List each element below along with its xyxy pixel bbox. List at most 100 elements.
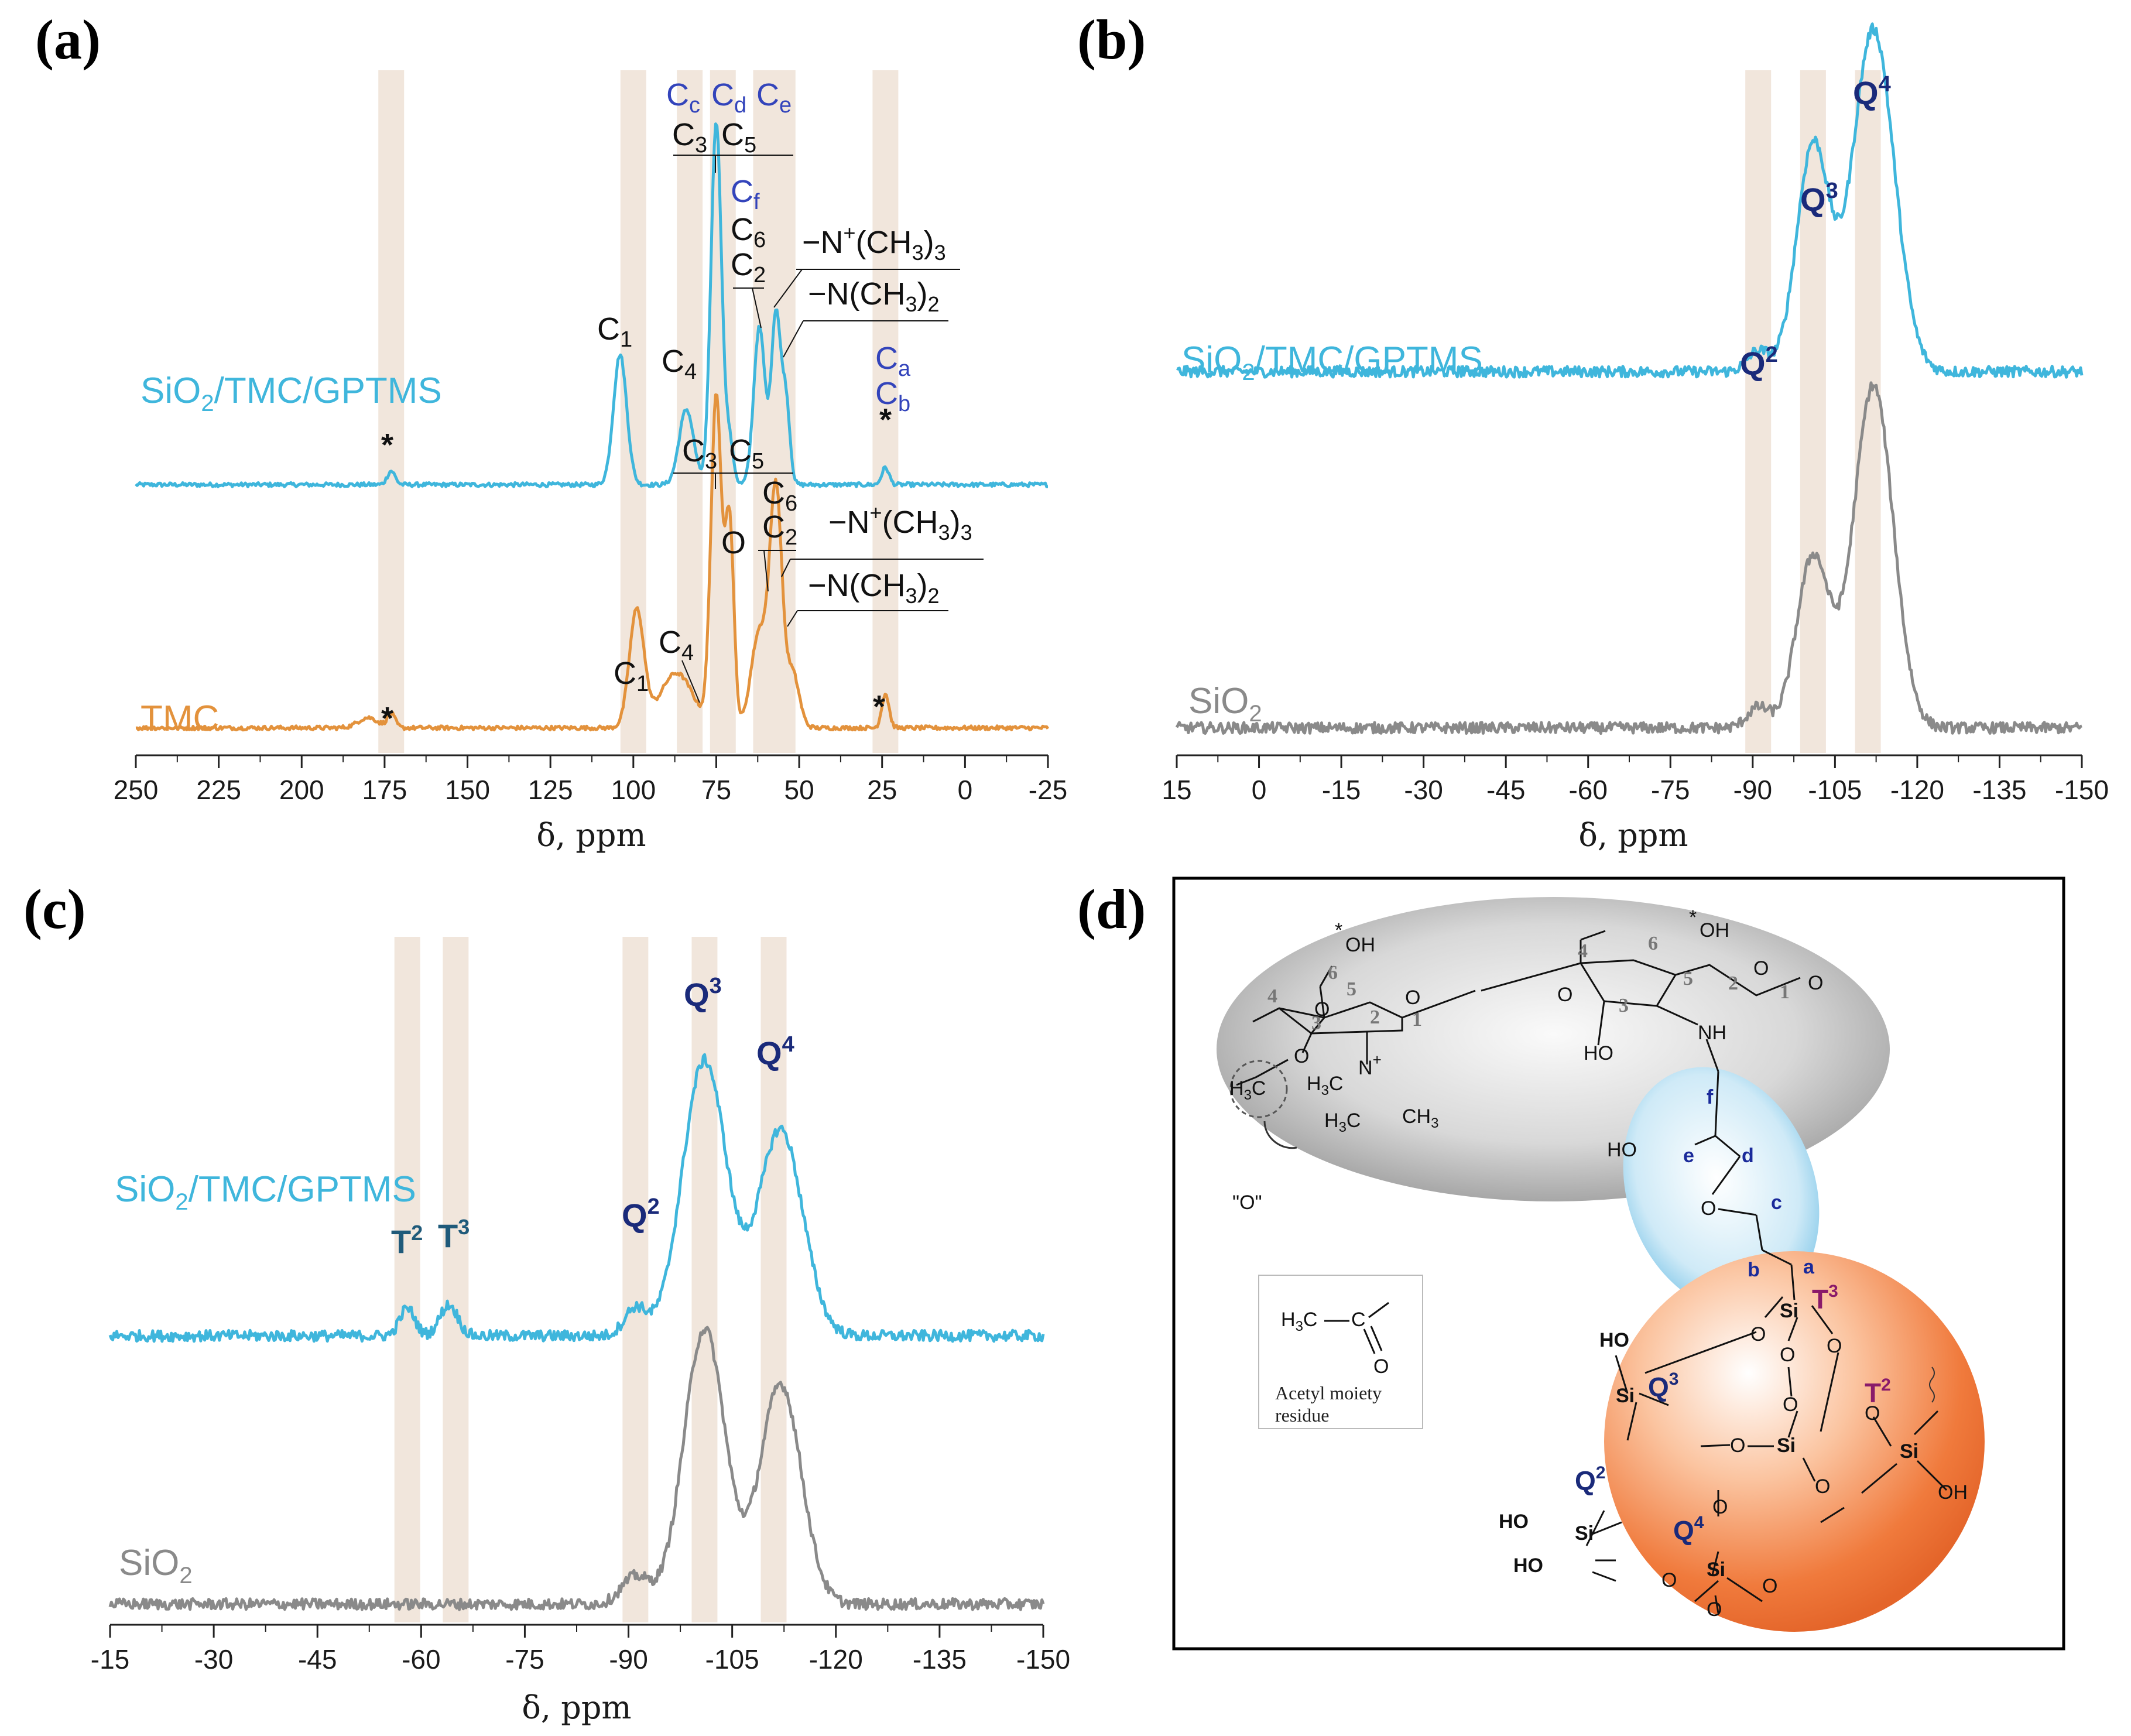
a-tick-label-3: 175 [362,775,407,805]
b-series-0 [1176,22,2084,379]
h3c-n-left: H3C [1307,1073,1343,1098]
si-q2: Si [1575,1522,1594,1545]
panel-a-label: (a) [35,8,101,71]
o-linker: O [1701,1197,1716,1220]
ring1-num-2: 2 [1370,1006,1380,1028]
a-tmc-c4: C4 [659,625,694,665]
a-comp-star-24: * [879,402,892,437]
a-tick-label-9: 25 [867,775,897,805]
o-q4-bottom: O [1707,1598,1722,1621]
o-methoxy: O [1294,1045,1309,1067]
panel-d-label: (d) [1077,878,1146,940]
a-tmc-ntrim: −N+(CH3)3 [828,501,972,545]
o-center-left: O [1730,1434,1745,1457]
a-tick-label-8: 50 [784,775,814,805]
c-ticks: -15 -30 -45 -60 -75 -90 -105 -120 -135 -150 [91,1625,1070,1675]
c-band-1 [443,937,469,1622]
a-tmc-o: O [721,525,746,560]
o-q4-top: O [1712,1496,1728,1518]
b-label-sio2: SiO2 [1188,681,1262,727]
b-tick-label-7: -90 [1733,775,1772,805]
a-tick-label-2: 200 [279,775,324,805]
c-series-1 [108,1326,1045,1611]
o-q4-right: O [1762,1575,1777,1597]
acetyl-caption-1: Acetyl moiety [1275,1382,1382,1403]
c-band-3 [691,937,718,1622]
a-tick-label-7: 75 [701,775,731,805]
ring1-num-1: 1 [1412,1009,1422,1030]
ring2-num-4: 4 [1578,940,1588,962]
b-tick-label-8: -105 [1808,775,1862,805]
a-tmc-c2: C2 [762,509,797,550]
a-tick-label-5: 125 [528,775,573,805]
b-q2-label: Q2 [1740,343,1778,382]
o-arrow [1263,1121,1297,1149]
c-tick-label-8: -135 [913,1644,967,1675]
si-t3: Si [1780,1300,1798,1322]
chain-d: d [1742,1145,1754,1167]
a-bands [378,70,899,753]
c-q2-label: Q2 [622,1194,660,1234]
silica-sphere [1604,1251,1985,1632]
t3-label: T3 [1812,1282,1838,1314]
si-center: Si [1777,1434,1796,1457]
q2-label: Q2 [1575,1463,1605,1496]
o-ring2: O [1753,957,1769,980]
c-tick-label-4: -75 [505,1644,544,1675]
b-series-1 [1175,381,2082,735]
c-lines [108,1053,1045,1611]
a-comp-ntrim: −N+(CH3)3 [802,221,946,265]
t2-label: T2 [1865,1375,1891,1408]
a-tmc-c4-leader [681,660,700,703]
a-band-1 [620,70,646,753]
ring2-num-1: 1 [1780,981,1790,1003]
si-t2: Si [1900,1440,1918,1463]
a-comp-ndim-leader [783,320,804,358]
a-tick-label-4: 150 [445,775,490,805]
a-tick-label-10: 0 [958,775,973,805]
ring2-num-6: 6 [1648,933,1658,954]
b-tick-label-0: 15 [1162,775,1191,805]
si-q4: Si [1707,1559,1725,1581]
c-tick-label-1: -30 [194,1644,233,1675]
b-label-composite: SiO2/TMC/GPTMS [1181,340,1483,385]
chain-a: a [1803,1256,1815,1278]
panel-a: (a) 250 225 200 175 150 125 100 75 50 25 0 -25 δ, p… [35,8,1067,854]
panel-c: (c) -15 -30 -45 -60 -75 -90 -105 -120 -135 -150 δ… [23,878,1070,1726]
c-tick-label-9: -150 [1016,1644,1070,1675]
n-plus: N+ [1358,1051,1382,1079]
panel-c-label: (c) [23,878,86,940]
ring2-num-2: 2 [1728,973,1738,994]
b-xlabel: δ, ppm [1578,817,1688,854]
molecule-bonds [1236,930,1948,1614]
o-t3-b: O [1827,1335,1842,1357]
b-ticks: 15 0 -15 -30 -45 -60 -75 -90 -105 -120 -135 -150 [1162,755,2109,805]
c-xlabel: δ, ppm [522,1689,631,1726]
o-center-bottom: O [1815,1475,1830,1498]
a-tmc-star-24: * [873,689,885,724]
acetyl-caption-2: residue [1275,1405,1329,1426]
a-tick-label-6: 100 [611,775,656,805]
a-comp-c3: C3 [672,117,707,157]
a-band-0 [378,70,405,753]
c-band-2 [622,937,649,1622]
a-xlabel: δ, ppm [536,817,646,854]
o-glyco: O [1557,984,1572,1006]
a-tmc-c6: C6 [762,475,797,516]
c-label-sio2: SiO2 [119,1543,193,1588]
b-q4-label: Q4 [1853,72,1891,111]
a-label-tmc: TMC [141,698,219,739]
c-tick-label-2: -45 [298,1644,337,1675]
c-band-4 [760,937,787,1622]
methoxy-circle [1229,1060,1288,1118]
a-comp-star-173: * [381,427,393,463]
a-tick-label-1: 225 [196,775,241,805]
a-comp-c4: C4 [662,344,697,384]
ho-q2-top: HO [1499,1511,1529,1533]
acetyl-dbl2 [1370,1326,1383,1351]
o-ring1: O [1405,987,1420,1009]
b-tick-label-11: -150 [2055,775,2109,805]
c-tick-label-3: -60 [402,1644,440,1675]
a-comp-ndim: −N(CH3)2 [808,276,940,316]
